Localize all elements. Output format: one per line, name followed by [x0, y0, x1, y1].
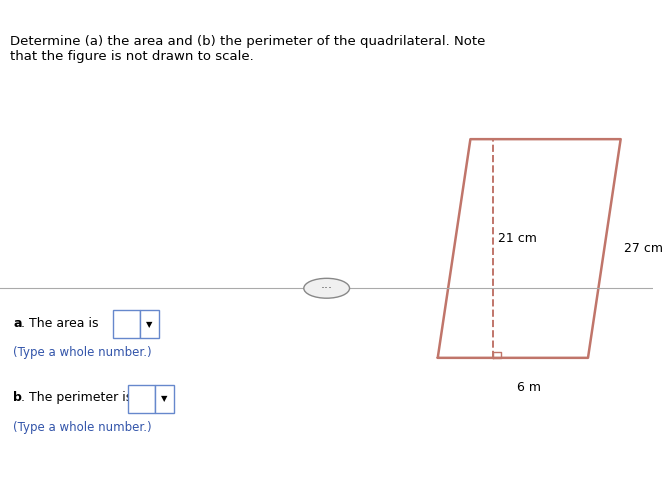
Text: b: b: [13, 391, 22, 404]
Ellipse shape: [304, 278, 349, 298]
FancyBboxPatch shape: [113, 310, 140, 338]
FancyBboxPatch shape: [140, 310, 159, 338]
Text: 6 m: 6 m: [517, 381, 541, 394]
Text: . The perimeter is: . The perimeter is: [21, 391, 132, 404]
Text: (Type a whole number.): (Type a whole number.): [13, 346, 152, 359]
Text: ···: ···: [320, 282, 332, 295]
Text: (Type a whole number.): (Type a whole number.): [13, 421, 152, 434]
Text: 21 cm: 21 cm: [498, 232, 537, 245]
Text: Determine (a) the area and (b) the perimeter of the quadrilateral. Note
that the: Determine (a) the area and (b) the perim…: [10, 35, 485, 63]
Text: a: a: [13, 317, 21, 330]
FancyBboxPatch shape: [128, 385, 155, 413]
FancyBboxPatch shape: [155, 385, 174, 413]
Text: ▼: ▼: [161, 394, 168, 403]
Text: 27 cm: 27 cm: [624, 242, 663, 255]
Text: . The area is: . The area is: [21, 317, 98, 330]
Text: ▼: ▼: [147, 320, 153, 329]
